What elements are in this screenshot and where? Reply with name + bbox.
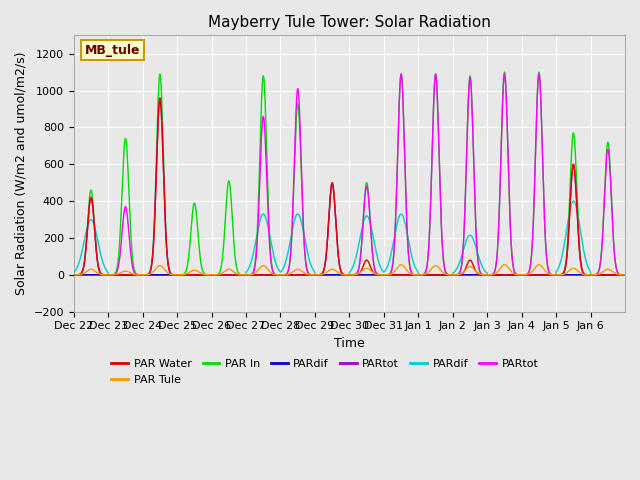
X-axis label: Time: Time [334, 337, 365, 350]
Y-axis label: Solar Radiation (W/m2 and umol/m2/s): Solar Radiation (W/m2 and umol/m2/s) [15, 52, 28, 295]
Text: MB_tule: MB_tule [85, 44, 140, 57]
Title: Mayberry Tule Tower: Solar Radiation: Mayberry Tule Tower: Solar Radiation [208, 15, 491, 30]
Legend: PAR Water, PAR Tule, PAR In, PARdif, PARtot, PARdif, PARtot: PAR Water, PAR Tule, PAR In, PARdif, PAR… [107, 355, 543, 389]
